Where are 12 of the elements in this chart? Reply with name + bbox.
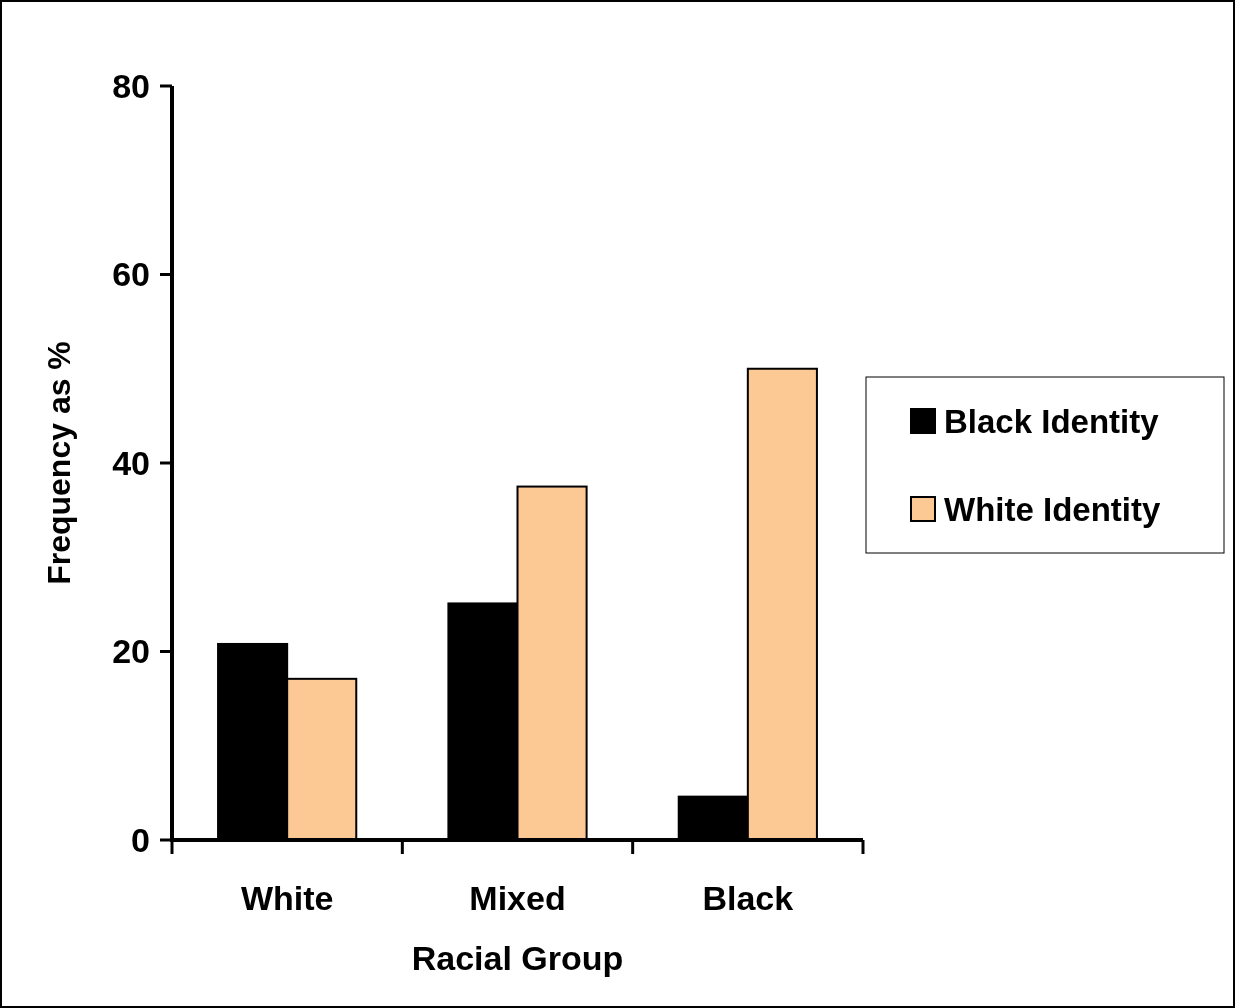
y-tick-label: 20 — [112, 632, 150, 671]
y-axis-title: Frequency as % — [41, 341, 77, 585]
y-tick-label: 0 — [131, 820, 150, 859]
legend-label: White Identity — [944, 490, 1161, 528]
y-tick-label: 80 — [112, 66, 150, 105]
y-tick-label: 40 — [112, 443, 150, 482]
x-tick-label: Mixed — [469, 879, 566, 917]
x-axis-title: Racial Group — [411, 939, 624, 977]
y-tick-label: 60 — [112, 255, 150, 294]
x-tick-label: White — [240, 879, 334, 917]
legend-label: Black Identity — [944, 402, 1160, 440]
x-tick-label: Black — [702, 879, 794, 917]
